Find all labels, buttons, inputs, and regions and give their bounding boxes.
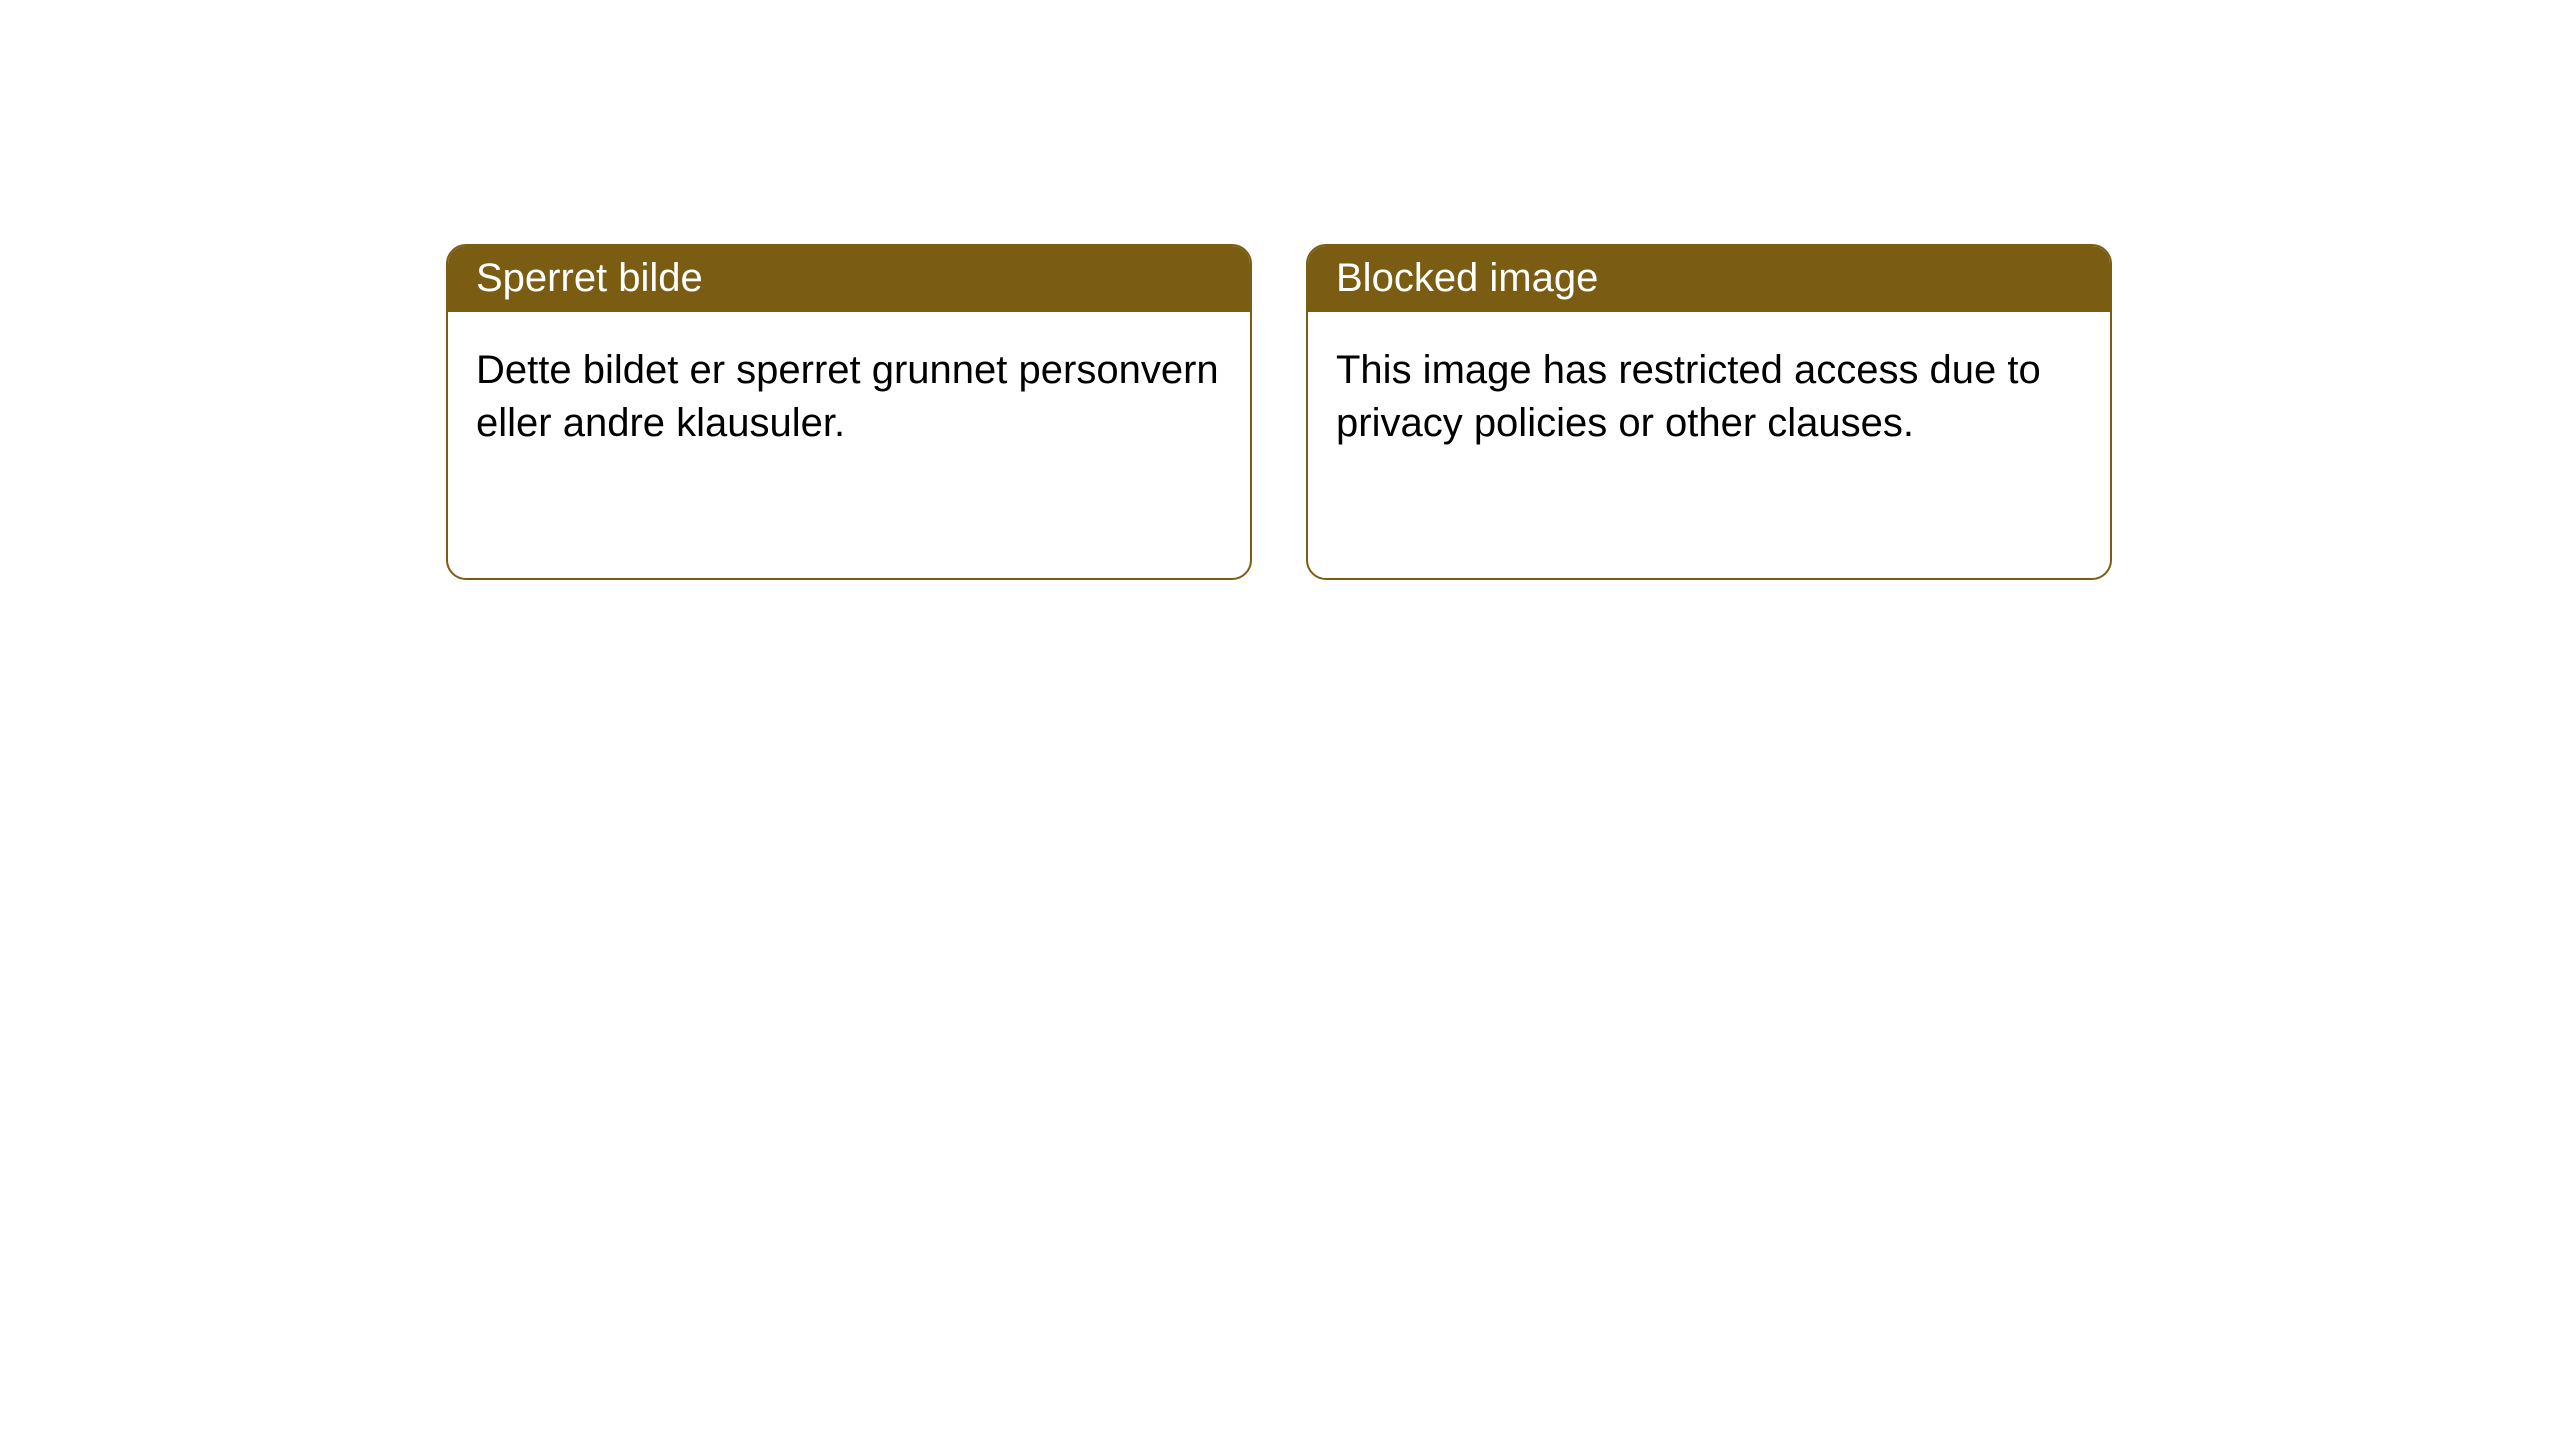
- notice-body-english: This image has restricted access due to …: [1308, 312, 2110, 482]
- notice-header-norwegian: Sperret bilde: [448, 246, 1250, 312]
- notice-container: Sperret bilde Dette bildet er sperret gr…: [0, 0, 2560, 580]
- notice-card-english: Blocked image This image has restricted …: [1306, 244, 2112, 580]
- notice-body-norwegian: Dette bildet er sperret grunnet personve…: [448, 312, 1250, 482]
- notice-header-english: Blocked image: [1308, 246, 2110, 312]
- notice-card-norwegian: Sperret bilde Dette bildet er sperret gr…: [446, 244, 1252, 580]
